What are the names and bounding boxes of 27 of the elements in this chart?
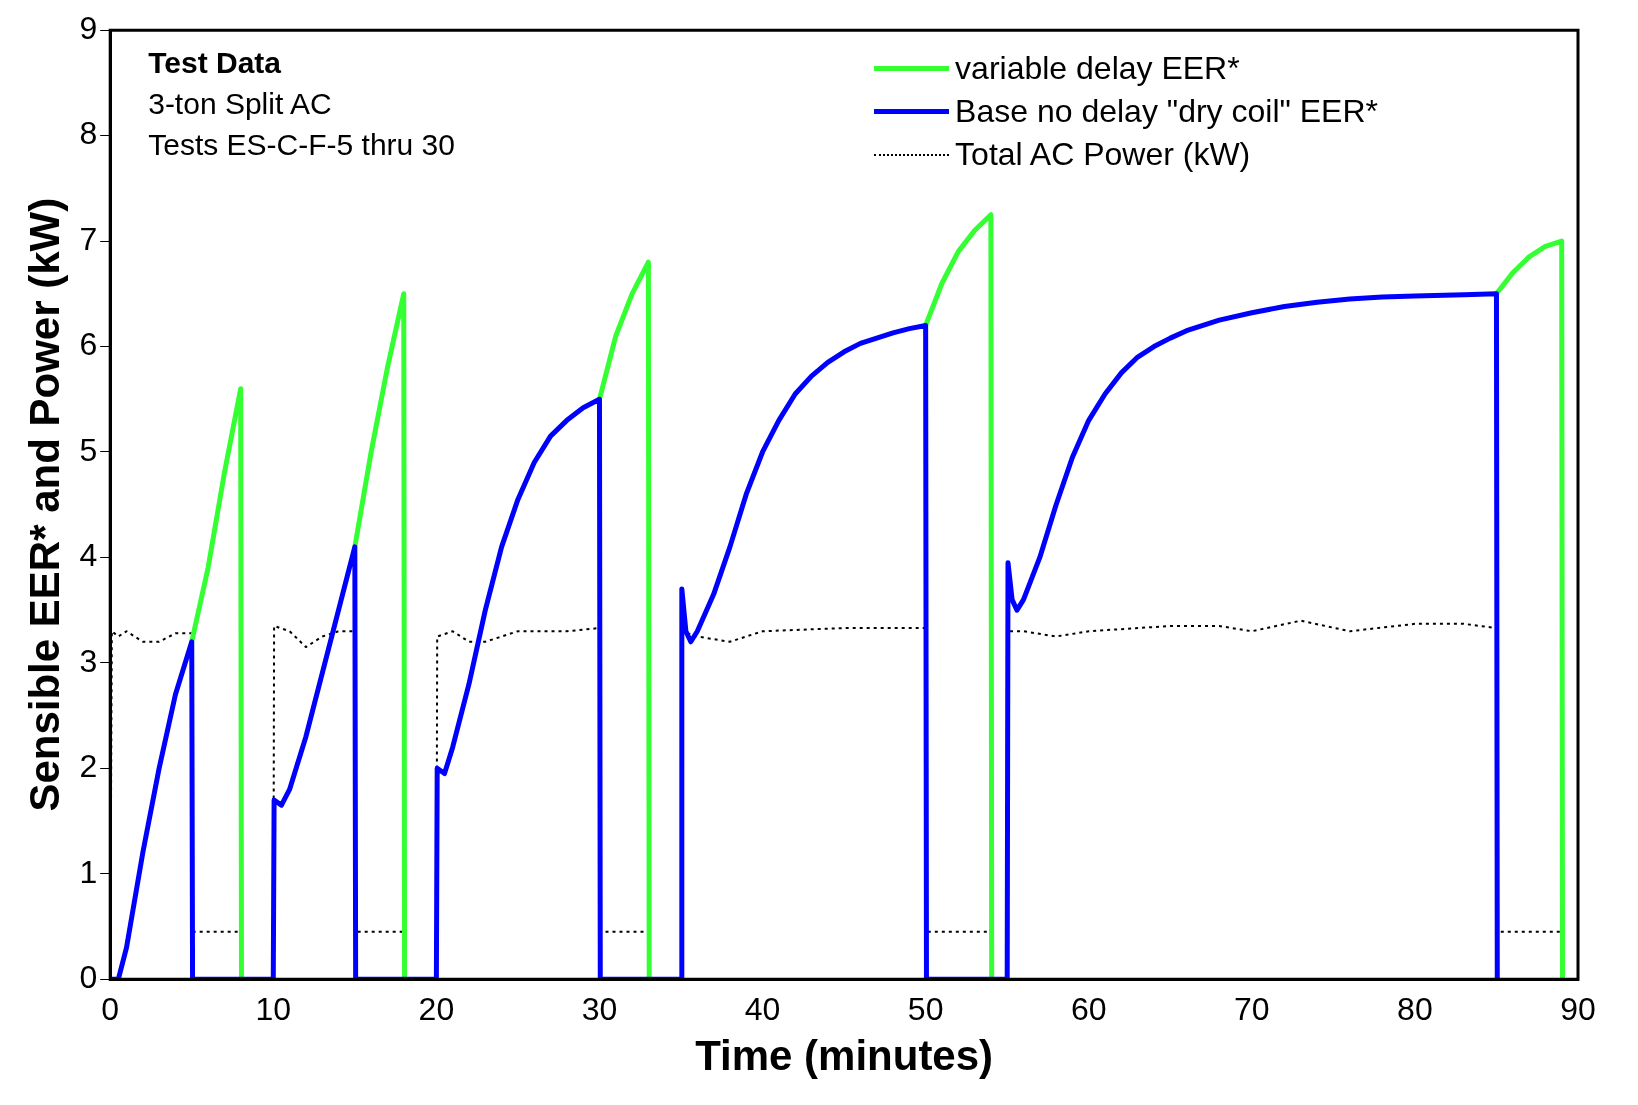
legend-label: Total AC Power (kW) <box>955 136 1251 174</box>
x-tick-label: 80 <box>1397 991 1433 1028</box>
y-tick-label: 7 <box>79 220 98 257</box>
annotation: Test Data <box>148 46 282 80</box>
x-tick-label: 60 <box>1070 991 1107 1028</box>
y-tick-label: 1 <box>79 853 98 890</box>
y-tick-label: 0 <box>79 959 98 996</box>
y-tick-label: 4 <box>79 537 98 574</box>
x-tick-label: 70 <box>1234 991 1270 1028</box>
y-tick-label: 9 <box>79 10 98 47</box>
x-tick-label: 40 <box>744 991 781 1028</box>
legend-label: variable delay EER* <box>955 50 1240 88</box>
y-tick-label: 2 <box>79 748 98 785</box>
y-tick-label: 8 <box>79 115 98 152</box>
y-tick-label: 3 <box>79 642 98 679</box>
x-tick-label: 10 <box>255 991 292 1028</box>
legend-label: Base no delay "dry coil" EER* <box>955 93 1378 131</box>
y-tick-label: 5 <box>79 431 98 468</box>
annotation: Tests ES-C-F-5 thru 30 <box>148 128 455 162</box>
x-tick-label: 50 <box>907 991 944 1028</box>
x-tick-label: 90 <box>1560 991 1596 1028</box>
y-tick-label: 6 <box>79 326 98 363</box>
annotation: 3-ton Split AC <box>148 87 332 121</box>
x-tick-label: 20 <box>418 991 455 1028</box>
x-tick-label: 30 <box>581 991 618 1028</box>
x-axis-title: Time (minutes) <box>695 1032 994 1080</box>
y-axis-title: Sensible EER* and Power (kW) <box>20 197 68 812</box>
